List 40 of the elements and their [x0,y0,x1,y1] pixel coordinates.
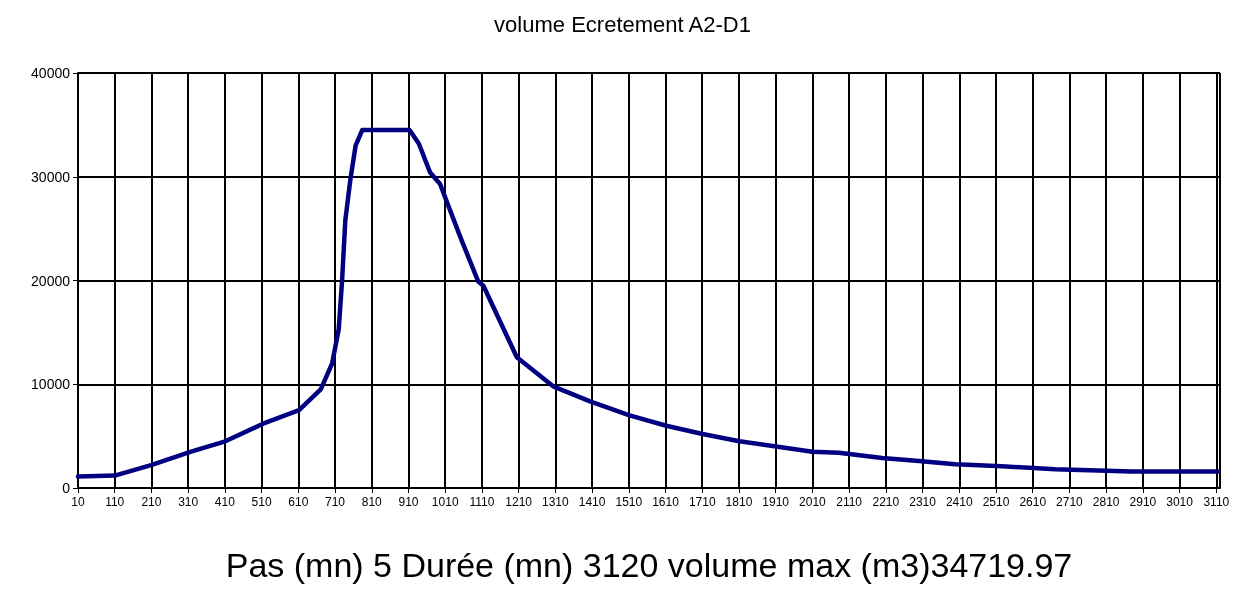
y-tick-label: 30000 [31,168,71,185]
x-tick-label: 1310 [542,495,570,509]
x-tick-label: 710 [325,495,346,509]
x-tick-label: 10 [71,495,85,509]
x-tick-label: 2010 [799,495,827,509]
y-tick-label: 10000 [31,376,71,393]
x-tick-label: 2810 [1092,495,1120,509]
x-tick-label: 1110 [469,495,495,509]
x-tick-label: 1710 [688,495,716,509]
x-tick-label: 2710 [1056,495,1084,509]
y-tick-label: 0 [62,480,71,496]
x-tick-label: 810 [361,495,383,509]
x-tick-label: 2910 [1129,495,1157,509]
x-tick-label: 1910 [762,495,790,509]
x-tick-label: 1810 [725,495,753,509]
x-tick-label: 2110 [836,495,863,509]
x-tick-label: 1510 [615,495,643,509]
x-tick-label: 1210 [505,495,533,509]
y-tick-label: 40000 [31,65,71,81]
y-tick-label: 20000 [31,272,71,289]
x-tick-label: 1010 [431,495,459,509]
x-tick-label: 510 [251,495,272,509]
x-tick-label: 2310 [909,495,937,509]
x-tick-label: 410 [214,495,236,509]
x-tick-label: 2210 [872,495,900,509]
line-series [75,127,1221,479]
x-tick-label: 1610 [652,495,680,509]
x-tick-label: 3010 [1166,495,1194,509]
x-tick-label: 1410 [578,495,606,509]
x-tick-label: 2510 [982,495,1010,509]
x-tick-label: 910 [398,495,419,509]
x-tick-label: 110 [105,495,125,509]
x-tick-label: 2610 [1019,495,1047,509]
x-axis-title: Pas (mn) 5 Durée (mn) 3120 volume max (m3)34719.97 [225,546,1073,584]
x-tick-label: 610 [288,495,309,509]
x-tick-label: 2410 [945,495,973,509]
chart-title: volume Ecretement A2-D1 [494,11,751,37]
x-tick-label: 3110 [1203,495,1230,509]
x-tick-label: 210 [141,495,162,509]
x-tick-label: 310 [178,495,199,509]
